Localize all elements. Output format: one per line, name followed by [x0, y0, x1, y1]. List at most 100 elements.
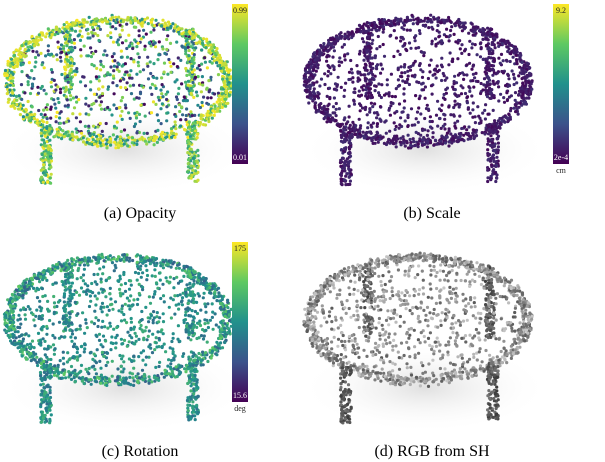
point	[486, 148, 489, 151]
point	[169, 42, 172, 45]
point	[155, 336, 158, 339]
point	[192, 326, 195, 329]
point	[205, 117, 208, 120]
point	[56, 41, 59, 44]
point	[15, 103, 18, 106]
point	[379, 105, 382, 108]
point	[129, 279, 132, 282]
point	[452, 137, 455, 140]
point	[188, 49, 191, 52]
point	[53, 103, 56, 106]
point	[484, 117, 487, 120]
point	[159, 297, 162, 300]
point	[147, 320, 150, 323]
point	[120, 338, 123, 341]
point	[44, 294, 47, 297]
point	[70, 378, 73, 381]
point	[74, 30, 77, 33]
point	[148, 329, 151, 332]
point	[366, 126, 369, 129]
point	[75, 346, 78, 349]
point	[343, 95, 346, 98]
point	[444, 79, 447, 82]
point	[459, 135, 462, 138]
point	[159, 89, 162, 92]
point	[445, 28, 448, 31]
point	[96, 325, 99, 328]
point	[476, 80, 479, 83]
point	[60, 73, 63, 76]
point	[121, 118, 124, 121]
point	[367, 121, 370, 124]
point	[109, 348, 112, 351]
point	[71, 269, 74, 272]
point	[320, 51, 323, 54]
point	[494, 46, 497, 49]
point	[141, 288, 144, 291]
point	[195, 160, 198, 163]
point	[305, 71, 308, 74]
point	[33, 346, 36, 349]
point	[367, 28, 370, 31]
point	[40, 134, 43, 137]
colorbar-min: 2e-4	[554, 153, 568, 162]
point	[369, 96, 372, 99]
point	[183, 95, 186, 98]
point	[38, 300, 41, 303]
point	[56, 97, 59, 100]
point	[312, 68, 315, 71]
point	[194, 76, 197, 79]
point	[159, 138, 162, 141]
point	[399, 141, 402, 144]
point	[470, 94, 473, 97]
point	[167, 358, 170, 361]
point	[47, 152, 50, 155]
point	[328, 87, 331, 90]
point	[434, 37, 437, 40]
point	[169, 71, 172, 74]
point	[161, 19, 164, 22]
point	[101, 92, 104, 95]
point	[487, 140, 490, 143]
point	[116, 334, 119, 337]
point	[158, 271, 161, 274]
point	[96, 273, 99, 276]
point	[42, 171, 45, 174]
point	[200, 63, 203, 66]
point	[63, 23, 66, 26]
point	[87, 372, 90, 375]
point	[436, 100, 439, 103]
point	[120, 319, 123, 322]
point	[449, 132, 452, 135]
point	[489, 97, 492, 100]
point	[185, 114, 188, 117]
point	[165, 276, 168, 279]
point	[195, 42, 198, 45]
point	[102, 65, 105, 68]
point	[494, 180, 497, 183]
point	[403, 63, 406, 66]
point	[111, 55, 114, 58]
point	[86, 21, 89, 24]
point	[343, 89, 346, 92]
point	[443, 127, 446, 130]
point	[42, 139, 45, 142]
point	[221, 106, 224, 109]
point	[31, 313, 34, 316]
point	[185, 40, 188, 43]
point	[512, 56, 515, 59]
point	[191, 114, 194, 117]
point	[44, 353, 47, 356]
point	[83, 18, 86, 21]
point	[376, 138, 379, 141]
point	[314, 104, 317, 107]
point	[192, 283, 195, 286]
point	[374, 89, 377, 92]
point	[331, 56, 334, 59]
point	[486, 84, 489, 87]
point	[92, 52, 95, 55]
point	[79, 48, 82, 51]
point	[59, 60, 62, 63]
point	[364, 94, 367, 97]
point	[395, 145, 398, 148]
